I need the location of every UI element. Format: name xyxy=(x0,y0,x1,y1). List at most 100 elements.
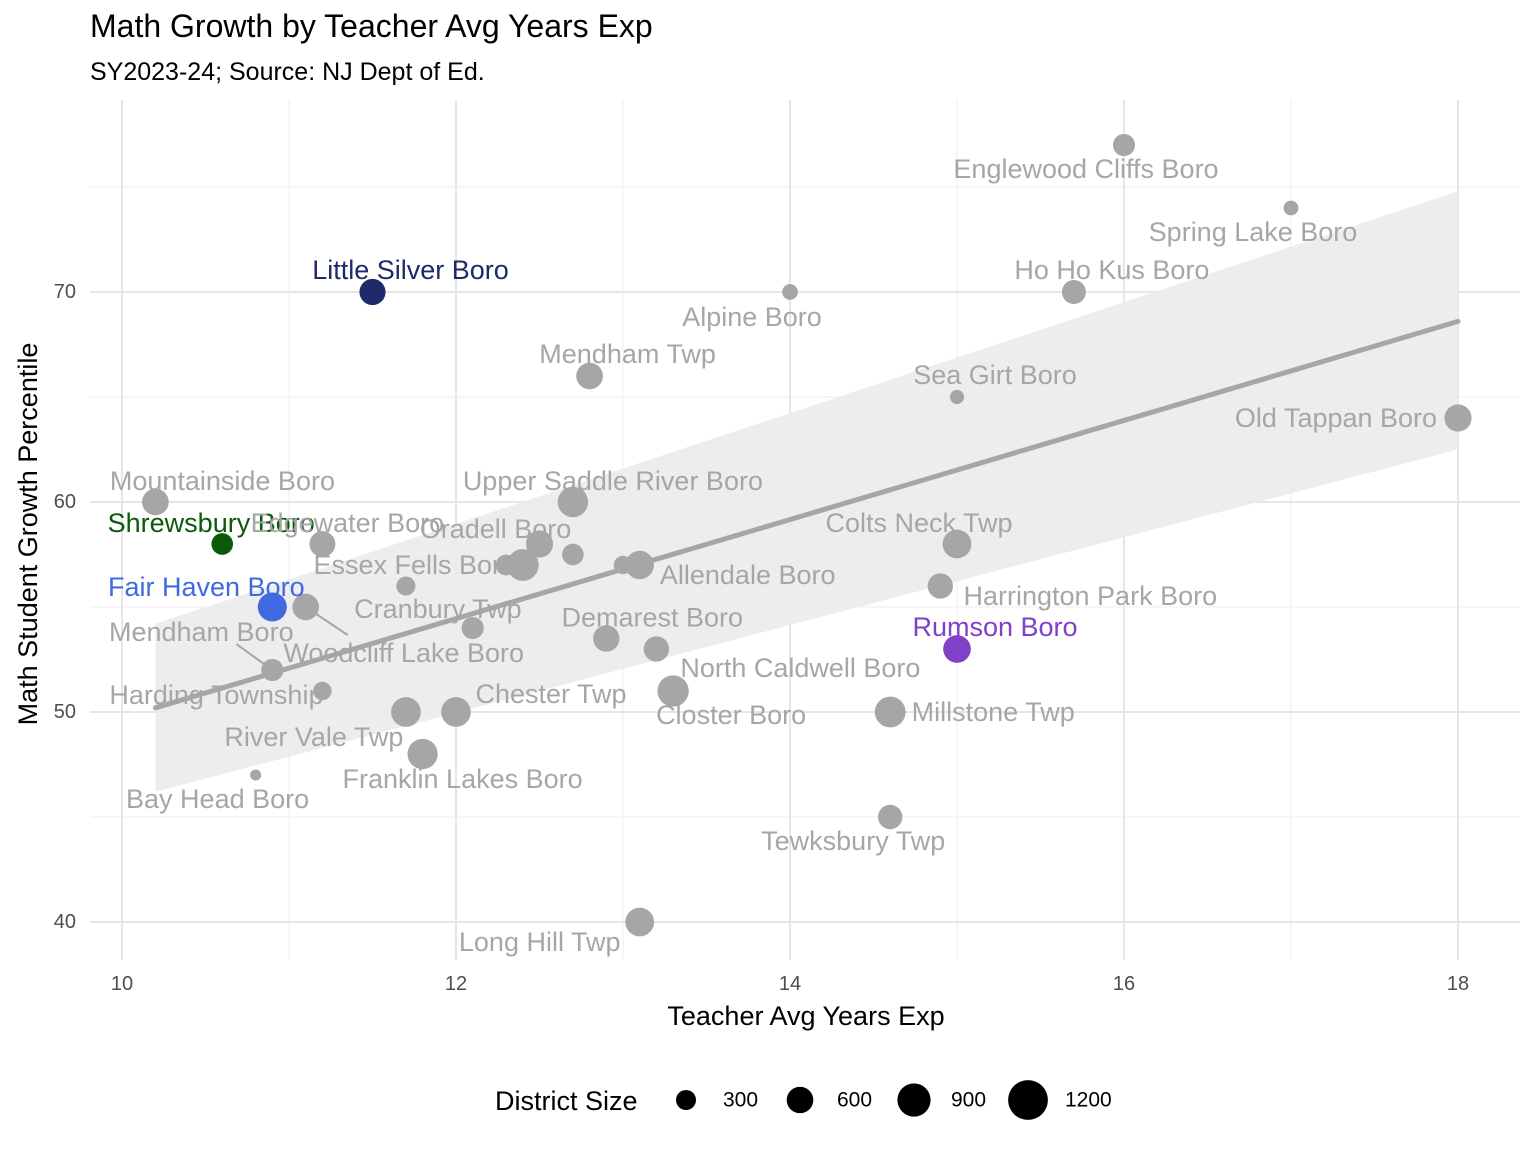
legend-title: District Size xyxy=(495,1086,638,1116)
point-label: Sea Girt Boro xyxy=(913,360,1077,390)
point-label: Harding Township xyxy=(109,680,323,710)
data-point xyxy=(407,738,438,770)
point-label: Edgewater Boro xyxy=(251,508,445,538)
legend-label: 900 xyxy=(951,1089,986,1112)
data-point xyxy=(506,549,539,581)
data-point xyxy=(495,554,517,576)
data-point xyxy=(643,636,670,662)
data-point xyxy=(557,486,589,518)
point-label: Upper Saddle River Boro xyxy=(463,466,763,496)
point-label: Harrington Park Boro xyxy=(963,581,1217,611)
point-label: Demarest Boro xyxy=(562,603,744,633)
y-tick-label: 60 xyxy=(54,491,76,513)
data-point xyxy=(396,576,416,596)
point-label: Closter Boro xyxy=(656,700,806,730)
data-point xyxy=(250,769,262,781)
x-tick-label: 18 xyxy=(1447,973,1469,995)
data-point xyxy=(874,696,906,728)
chart-title: Math Growth by Teacher Avg Years Exp xyxy=(90,8,653,44)
data-points xyxy=(142,133,1472,937)
confidence-band xyxy=(155,191,1458,792)
data-point xyxy=(782,284,798,300)
data-point xyxy=(292,593,320,621)
point-label: Shrewsbury Boro xyxy=(108,508,315,538)
point-label: Mendham Twp xyxy=(539,339,716,369)
data-point xyxy=(927,573,953,599)
point-label: Oradell Boro xyxy=(420,514,572,544)
point-label: Woodcliff Lake Boro xyxy=(283,638,524,668)
point-label: Mendham Boro xyxy=(109,617,294,647)
y-tick-label: 50 xyxy=(54,701,76,723)
data-point xyxy=(1061,280,1086,304)
regression-line xyxy=(152,318,1461,711)
x-tick-label: 12 xyxy=(445,973,467,995)
point-label: Essex Fells Boro xyxy=(314,550,517,580)
x-tick-label: 10 xyxy=(111,973,133,995)
data-point xyxy=(309,531,336,557)
data-point xyxy=(576,362,603,390)
data-point xyxy=(359,278,386,306)
legend-label: 600 xyxy=(837,1089,872,1112)
point-label: Englewood Cliffs Boro xyxy=(953,154,1218,184)
point-label: River Vale Twp xyxy=(224,722,403,752)
data-point xyxy=(942,529,972,559)
point-label: Chester Twp xyxy=(475,679,626,709)
point-label: Mountainside Boro xyxy=(110,466,335,496)
data-point xyxy=(211,533,234,555)
data-point xyxy=(593,625,620,652)
trend-line xyxy=(152,318,1461,711)
data-point xyxy=(313,681,332,701)
data-point xyxy=(1112,133,1136,157)
data-point xyxy=(613,555,633,575)
point-labels: Englewood Cliffs Boro Spring Lake Boro Ho … xyxy=(108,154,1437,957)
data-point xyxy=(257,592,287,622)
data-point xyxy=(943,635,971,663)
legend-key xyxy=(1008,1080,1048,1120)
legend-key xyxy=(897,1083,931,1117)
data-point xyxy=(562,543,584,566)
data-point xyxy=(878,804,903,830)
data-point xyxy=(625,550,654,580)
size-legend: District Size 300 600 900 1200 xyxy=(495,1080,1112,1120)
data-point xyxy=(391,697,421,727)
point-label: Tewksbury Twp xyxy=(761,826,945,856)
point-label: Allendale Boro xyxy=(660,560,836,590)
data-point xyxy=(949,389,965,405)
legend-key xyxy=(786,1086,814,1114)
point-label: Rumson Boro xyxy=(912,612,1077,642)
point-label: Little Silver Boro xyxy=(312,255,509,285)
x-tick-labels: 10 12 14 16 18 xyxy=(111,973,1469,995)
data-point xyxy=(142,488,169,516)
y-axis-title: Math Student Growth Percentile xyxy=(13,343,43,726)
x-axis-title: Teacher Avg Years Exp xyxy=(667,1001,944,1031)
data-point xyxy=(461,616,484,640)
point-label: Long Hill Twp xyxy=(459,927,621,957)
legend-key xyxy=(676,1090,696,1110)
y-tick-label: 70 xyxy=(54,281,76,303)
point-label: North Caldwell Boro xyxy=(680,653,920,683)
point-label: Bay Head Boro xyxy=(126,784,309,814)
data-point xyxy=(441,697,471,727)
data-point xyxy=(657,675,689,707)
data-point xyxy=(525,530,554,558)
point-label: Colts Neck Twp xyxy=(825,508,1012,538)
y-tick-labels: 40 50 60 70 xyxy=(54,281,76,933)
data-point xyxy=(1444,404,1472,432)
chart-subtitle: SY2023-24; Source: NJ Dept of Ed. xyxy=(90,58,485,86)
x-tick-label: 16 xyxy=(1113,973,1135,995)
legend-label: 300 xyxy=(723,1089,758,1112)
data-point xyxy=(1283,200,1299,216)
point-label: Millstone Twp xyxy=(912,697,1075,727)
x-tick-label: 14 xyxy=(779,973,801,995)
y-tick-label: 40 xyxy=(54,911,76,933)
point-label: Alpine Boro xyxy=(682,302,822,332)
point-label: Fair Haven Boro xyxy=(108,572,305,602)
point-label: Ho Ho Kus Boro xyxy=(1014,255,1209,285)
legend-label: 1200 xyxy=(1065,1089,1112,1112)
data-point xyxy=(261,658,284,682)
data-point xyxy=(625,907,655,937)
confidence-band-area xyxy=(155,191,1458,792)
point-label: Franklin Lakes Boro xyxy=(343,764,583,794)
point-label: Cranbury Twp xyxy=(354,594,522,624)
